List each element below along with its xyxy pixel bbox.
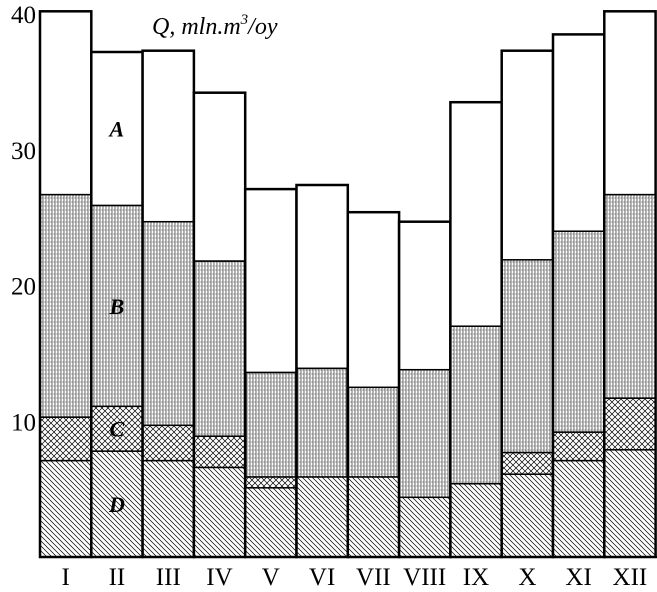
- bar-segment-C-XI: [552, 431, 606, 462]
- bar-segment-D-VII: [347, 476, 400, 558]
- bar-group-III: [141, 49, 196, 559]
- bar-segment-B-I: [39, 193, 93, 418]
- bars-layer: [38, 10, 657, 559]
- x-tick-label-X: X: [518, 564, 536, 591]
- bar-segment-B-VIII: [398, 368, 452, 499]
- segment-label-C: C: [110, 417, 125, 442]
- bar-segment-B-VII: [347, 386, 400, 478]
- bar-segment-D-X: [500, 473, 554, 558]
- bar-segment-A-VII: [347, 211, 400, 389]
- x-tick-label-XI: XI: [565, 564, 591, 591]
- y-tick-label-10: 10: [11, 409, 36, 436]
- x-tick-label-VII: VII: [356, 564, 391, 591]
- bar-segment-B-III: [141, 220, 195, 427]
- bar-segment-D-IX: [449, 482, 503, 558]
- bar-segment-C-II: [90, 405, 144, 452]
- bar-group-XI: [551, 33, 606, 559]
- bar-segment-A-V: [244, 188, 298, 374]
- bar-segment-B-IX: [449, 325, 503, 485]
- bar-segment-D-IV: [193, 466, 246, 558]
- y-tick-labels: 10 20 30 40: [11, 2, 36, 436]
- x-tick-label-VIII: VIII: [403, 564, 446, 591]
- bar-segment-B-X: [500, 258, 554, 454]
- segment-label-B: B: [109, 294, 125, 319]
- bar-group-IV: [192, 91, 247, 559]
- segment-label-A: A: [108, 117, 125, 142]
- x-tick-label-XII: XII: [613, 564, 648, 591]
- bar-segment-C-III: [141, 424, 195, 462]
- bar-segment-C-I: [39, 416, 93, 462]
- bar-segment-D-VIII: [398, 496, 452, 558]
- bar-segment-C-V: [244, 476, 298, 489]
- x-tick-label-IV: IV: [206, 564, 232, 591]
- y-axis-label: Q, mln.m3/oy: [152, 12, 278, 40]
- bar-group-II: [90, 50, 144, 559]
- bar-segment-B-V: [244, 371, 298, 478]
- bar-segment-A-VI: [295, 184, 349, 370]
- bar-segment-A-X: [500, 49, 554, 261]
- bar-segment-B-IV: [193, 260, 246, 437]
- bar-segment-C-XII: [603, 397, 657, 451]
- bar-segment-A-XI: [552, 33, 606, 232]
- y-axis-label-suffix: /oy: [246, 14, 278, 40]
- bar-segment-C-IV: [193, 435, 246, 469]
- bar-segment-D-XI: [552, 459, 606, 558]
- bar-segment-A-XII: [603, 10, 657, 196]
- y-axis-label-prefix: Q, mln.m: [152, 14, 241, 40]
- bar-group-VI: [295, 183, 350, 559]
- bar-segment-B-XII: [603, 193, 657, 399]
- bar-group-V: [243, 187, 298, 559]
- segment-label-D: D: [108, 492, 125, 517]
- bar-group-I: [38, 10, 93, 559]
- y-tick-label-30: 30: [11, 138, 36, 165]
- x-tick-label-VI: VI: [309, 564, 335, 591]
- y-axis-label-superscript: 3: [240, 12, 249, 28]
- bar-segment-D-III: [141, 459, 195, 558]
- x-tick-label-II: II: [109, 564, 126, 591]
- bar-group-XII: [603, 10, 657, 559]
- bar-group-X: [500, 49, 555, 559]
- bar-group-VII: [346, 210, 401, 559]
- bar-segment-A-III: [141, 49, 195, 223]
- bar-segment-A-IV: [193, 91, 246, 262]
- bar-segment-A-IX: [449, 101, 503, 327]
- x-tick-label-I: I: [62, 564, 70, 591]
- bar-segment-B-XI: [552, 230, 606, 433]
- bar-segment-D-XII: [603, 449, 657, 558]
- x-tick-labels: I II III IV V VI VII VIII IX X XI XII: [62, 564, 648, 591]
- bar-segment-A-VIII: [398, 220, 452, 371]
- bar-segment-D-V: [244, 487, 298, 558]
- y-tick-label-40: 40: [11, 2, 36, 29]
- bar-segment-C-X: [500, 451, 554, 475]
- bar-segment-B-VI: [295, 367, 349, 478]
- x-tick-label-V: V: [262, 564, 280, 591]
- x-tick-label-III: III: [156, 564, 181, 591]
- bar-segment-D-VI: [295, 476, 349, 558]
- y-tick-label-20: 20: [11, 274, 36, 301]
- bar-segment-A-I: [39, 10, 93, 196]
- bar-segment-D-I: [39, 459, 93, 558]
- bar-group-IX: [449, 100, 503, 559]
- segment-labels: A B C D: [108, 117, 125, 517]
- x-tick-label-IX: IX: [463, 564, 489, 591]
- bar-group-VIII: [397, 220, 452, 559]
